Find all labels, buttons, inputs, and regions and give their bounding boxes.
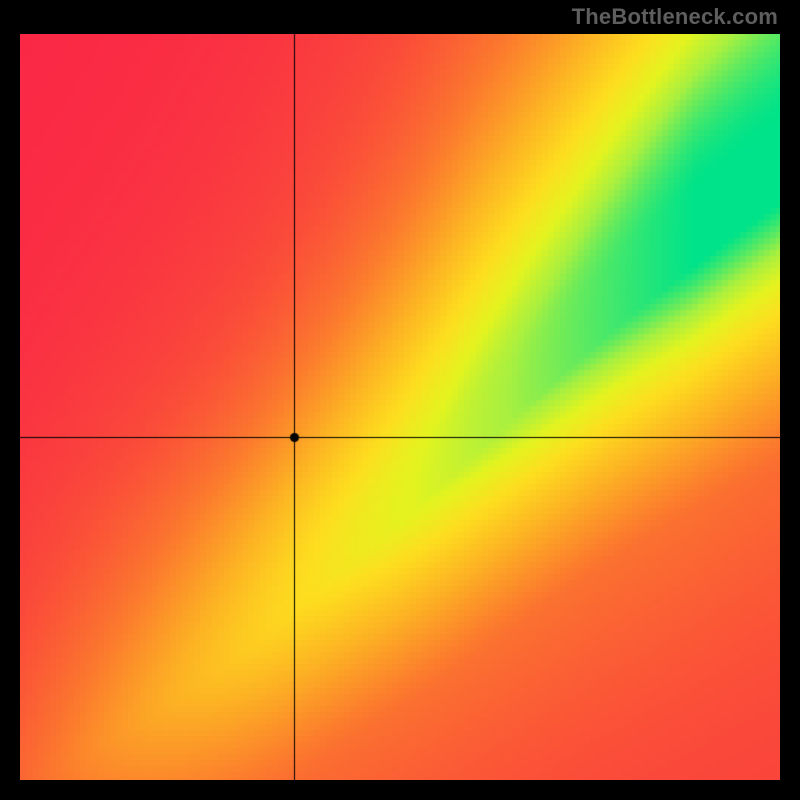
heatmap-canvas — [20, 34, 780, 780]
bottleneck-heatmap — [20, 34, 780, 780]
watermark-text: TheBottleneck.com — [572, 4, 778, 30]
